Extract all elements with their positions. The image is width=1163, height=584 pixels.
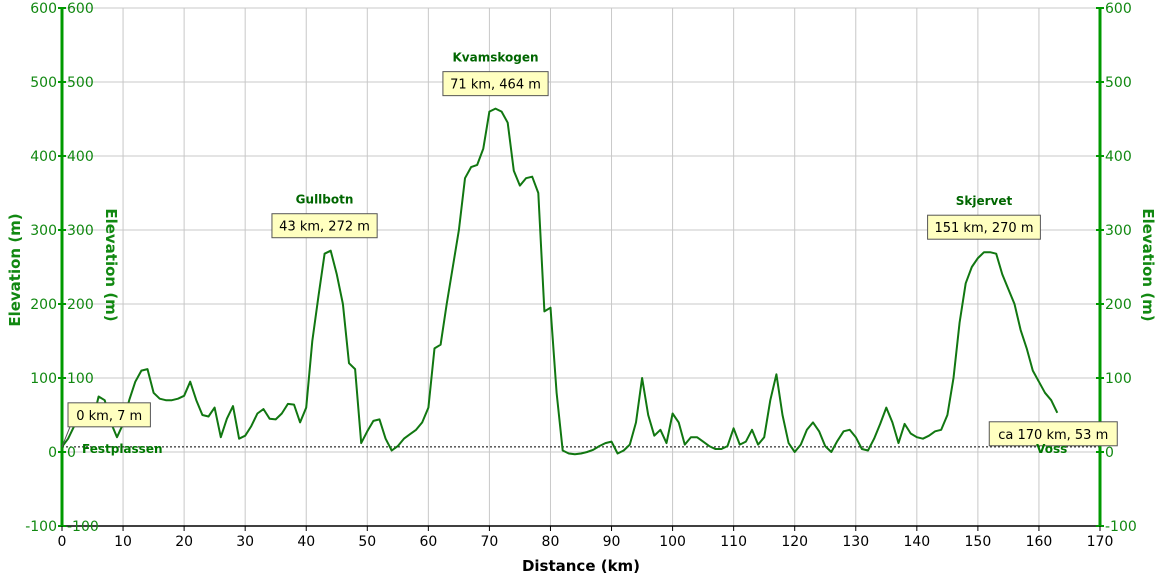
x-tick-label: 60	[419, 534, 437, 550]
callout-box	[67, 402, 151, 428]
peak-name-label: Skjervet	[956, 194, 1013, 208]
x-tick-label: 0	[58, 534, 67, 550]
x-axis-ticks: 0 10 20 30 40 50 60 70 80 90 100 110 120 130 140 150 160…	[58, 526, 1114, 550]
endpoint-name-label: Festplassen	[82, 442, 163, 456]
elevation-series-line	[61, 107, 1059, 456]
y-axis-inner-title: Elevation (m)	[102, 208, 120, 321]
x-tick-label: 160	[1026, 534, 1053, 550]
y-tick-label-inner: 300	[67, 223, 94, 239]
callout-box	[442, 71, 549, 97]
y-tick-label-right: 600	[1105, 1, 1132, 17]
x-tick-label: 30	[236, 534, 254, 550]
y-axis-inner-ticks: -100 0 100 200 300 400 500 600	[67, 1, 99, 535]
callout-pointer	[61, 426, 71, 448]
y-tick-label-right: 400	[1105, 149, 1132, 165]
y-tick-label-left: 100	[30, 371, 57, 387]
x-tick-label: 120	[781, 534, 808, 550]
callout-box	[988, 421, 1118, 447]
y-tick-label-inner: 400	[67, 149, 94, 165]
grid-lines	[61, 7, 1101, 527]
callouts: Gullbotn 43 km, 272 m Kvamskogen 71 km, 464…	[61, 51, 1118, 456]
y-tick-label-right: 0	[1105, 445, 1114, 461]
x-tick-label: 20	[175, 534, 193, 550]
x-tick-label: 40	[297, 534, 315, 550]
x-tick-label: 150	[965, 534, 992, 550]
callout-box	[927, 214, 1041, 240]
y-tick-label-left: -100	[25, 519, 57, 535]
endpoint-name-label: Voss	[1036, 442, 1067, 456]
y-tick-label-inner: 100	[67, 371, 94, 387]
y-tick-label-left: 600	[30, 1, 57, 17]
callout-label: ca 170 km, 53 m	[998, 428, 1108, 443]
callout-label: 151 km, 270 m	[934, 221, 1033, 236]
x-tick-label: 140	[903, 534, 930, 550]
axes	[60, 8, 1102, 527]
y-axis-left-title: Elevation (m)	[6, 213, 24, 326]
x-tick-label: 100	[659, 534, 686, 550]
peak-name-label: Kvamskogen	[452, 51, 538, 65]
x-tick-label: 70	[480, 534, 498, 550]
y-axis-left-ticks: -100 0 100 200 300 400 500 600	[25, 1, 66, 535]
y-tick-label-left: 0	[48, 445, 57, 461]
x-tick-label: 90	[603, 534, 621, 550]
x-tick-label: 170	[1087, 534, 1114, 550]
y-tick-label-left: 500	[30, 75, 57, 91]
y-tick-label-left: 200	[30, 297, 57, 313]
y-tick-label-left: 300	[30, 223, 57, 239]
y-tick-label-inner: 200	[67, 297, 94, 313]
y-tick-label-right: 100	[1105, 371, 1132, 387]
x-tick-label: 50	[358, 534, 376, 550]
callout-box	[271, 213, 378, 239]
y-tick-label-inner: 600	[67, 1, 94, 17]
x-tick-label: 80	[542, 534, 560, 550]
x-axis-title: Distance (km)	[522, 557, 640, 575]
callout-label: 71 km, 464 m	[450, 78, 541, 93]
x-tick-label: 10	[114, 534, 132, 550]
callout-label: 0 km, 7 m	[76, 409, 142, 424]
y-axis-right-title: Elevation (m)	[1139, 208, 1157, 321]
y-tick-label-right: 500	[1105, 75, 1132, 91]
y-tick-label-inner: -100	[67, 519, 99, 535]
y-tick-label-inner: 500	[67, 75, 94, 91]
y-axis-right-ticks: -100 0 100 200 300 400 500 600	[1096, 1, 1137, 535]
y-tick-label-right: 200	[1105, 297, 1132, 313]
y-tick-label-inner: 0	[67, 445, 76, 461]
y-tick-label-left: 400	[30, 149, 57, 165]
y-tick-label-right: -100	[1105, 519, 1137, 535]
peak-name-label: Gullbotn	[296, 193, 354, 207]
x-tick-label: 110	[720, 534, 747, 550]
callout-label: 43 km, 272 m	[279, 220, 370, 235]
y-tick-label-right: 300	[1105, 223, 1132, 239]
x-tick-label: 130	[842, 534, 869, 550]
